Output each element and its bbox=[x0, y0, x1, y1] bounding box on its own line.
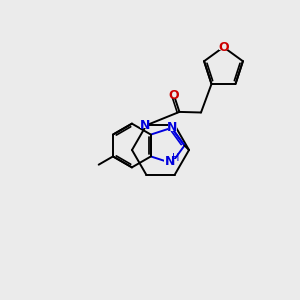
FancyBboxPatch shape bbox=[170, 91, 178, 98]
Text: N: N bbox=[167, 121, 178, 134]
Text: N: N bbox=[140, 119, 150, 132]
FancyBboxPatch shape bbox=[219, 43, 228, 50]
FancyBboxPatch shape bbox=[164, 159, 176, 167]
Text: N: N bbox=[165, 155, 175, 168]
Text: H: H bbox=[172, 153, 179, 163]
FancyBboxPatch shape bbox=[140, 121, 149, 128]
Text: O: O bbox=[218, 40, 229, 54]
FancyBboxPatch shape bbox=[168, 124, 177, 131]
Text: O: O bbox=[169, 89, 179, 102]
